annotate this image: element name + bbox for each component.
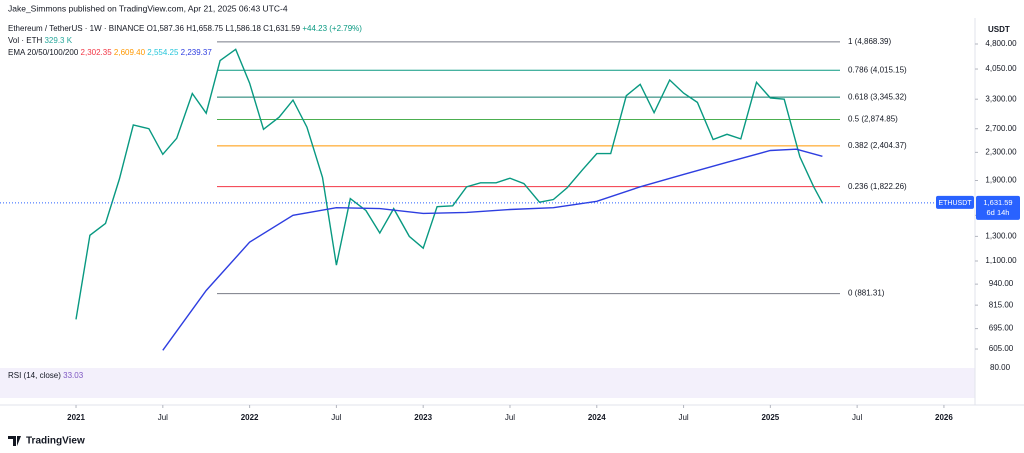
fib-label: 0.236 (1,822.26) bbox=[848, 182, 907, 191]
price-tag-countdown: 6d 14h bbox=[987, 208, 1010, 217]
volume-label: Vol · ETH bbox=[8, 36, 42, 45]
open: O1,587.36 bbox=[147, 24, 185, 33]
publisher: Jake_Simmons published on TradingView.co… bbox=[8, 3, 288, 13]
low: L1,586.18 bbox=[225, 24, 261, 33]
fib-label: 0 (881.31) bbox=[848, 289, 885, 298]
x-tick-label: Jul bbox=[505, 413, 515, 422]
symbol-tag bbox=[936, 195, 974, 209]
price-tag-value: 1,631.59 bbox=[983, 198, 1012, 207]
x-tick-label: Jul bbox=[331, 413, 341, 422]
legend-symbol: Ethereum / TetherUS · 1W · BINANCE O1,58… bbox=[8, 24, 362, 33]
y-tick-label: 2,300.00 bbox=[985, 147, 1017, 156]
ema-value: 2,609.40 bbox=[114, 48, 146, 57]
legend-rsi: RSI (14, close) 33.03 bbox=[8, 371, 84, 380]
legend-ema: EMA 20/50/100/200 2,302.35 2,609.40 2,55… bbox=[8, 48, 212, 57]
rsi-label: RSI (14, close) bbox=[8, 371, 61, 380]
fib-label: 0.618 (3,345.32) bbox=[848, 92, 907, 101]
close: C1,631.59 bbox=[263, 24, 300, 33]
volume-value: 329.3 K bbox=[44, 36, 72, 45]
rsi-value: 33.03 bbox=[63, 371, 84, 380]
series-line bbox=[162, 148, 823, 351]
y-tick-label: 695.00 bbox=[989, 324, 1014, 333]
x-tick-label: 2025 bbox=[761, 413, 779, 422]
y-tick-label: 2,700.00 bbox=[985, 124, 1017, 133]
brand: TradingView bbox=[26, 436, 85, 447]
x-tick-label: Jul bbox=[678, 413, 688, 422]
fib-label: 1 (4,868.39) bbox=[848, 37, 891, 46]
symbol-tag-text: ETHUSDT bbox=[938, 200, 972, 207]
fib-label: 0.382 (2,404.37) bbox=[848, 141, 907, 150]
y-tick-label: 1,300.00 bbox=[985, 231, 1017, 240]
symbol: Ethereum / TetherUS · 1W · BINANCE bbox=[8, 24, 144, 33]
x-tick-label: Jul bbox=[852, 413, 862, 422]
legend: Ethereum / TetherUS · 1W · BINANCE O1,58… bbox=[8, 24, 362, 380]
change: +44.23 (+2.79%) bbox=[302, 24, 362, 33]
high: H1,658.75 bbox=[186, 24, 223, 33]
y-tick-label: 4,800.00 bbox=[985, 39, 1017, 48]
ema-value: 2,302.35 bbox=[81, 48, 113, 57]
x-tick-label: 2022 bbox=[241, 413, 259, 422]
rsi-pane bbox=[0, 368, 975, 398]
y-tick-label: 815.00 bbox=[989, 300, 1014, 309]
x-tick-label: 2024 bbox=[588, 413, 606, 422]
x-tick-label: 2023 bbox=[414, 413, 432, 422]
ema-value: 2,239.37 bbox=[181, 48, 213, 57]
x-tick-label: 2026 bbox=[935, 413, 953, 422]
legend-volume: Vol · ETH 329.3 K bbox=[8, 36, 73, 45]
y-tick-label: 1,100.00 bbox=[985, 256, 1017, 265]
ema-value: 2,554.25 bbox=[147, 48, 179, 57]
fib-label: 0.786 (4,015.15) bbox=[848, 65, 907, 74]
fib-label: 0.5 (2,874.85) bbox=[848, 115, 898, 124]
x-tick-label: Jul bbox=[158, 413, 168, 422]
y-tick-label: 605.00 bbox=[989, 344, 1014, 353]
y-axis-label: USDT bbox=[988, 25, 1010, 34]
series-line bbox=[75, 48, 824, 320]
price-tag bbox=[976, 195, 1020, 220]
x-tick-label: 2021 bbox=[67, 413, 85, 422]
y-tick-label: 940.00 bbox=[989, 279, 1014, 288]
ema-label: EMA 20/50/100/200 bbox=[8, 48, 79, 57]
y-tick-label: 4,050.00 bbox=[985, 64, 1017, 73]
rsi-tick-label: 80.00 bbox=[990, 363, 1011, 372]
y-tick-label: 3,300.00 bbox=[985, 94, 1017, 103]
brand-logo bbox=[8, 436, 21, 446]
y-tick-label: 1,900.00 bbox=[985, 176, 1017, 185]
